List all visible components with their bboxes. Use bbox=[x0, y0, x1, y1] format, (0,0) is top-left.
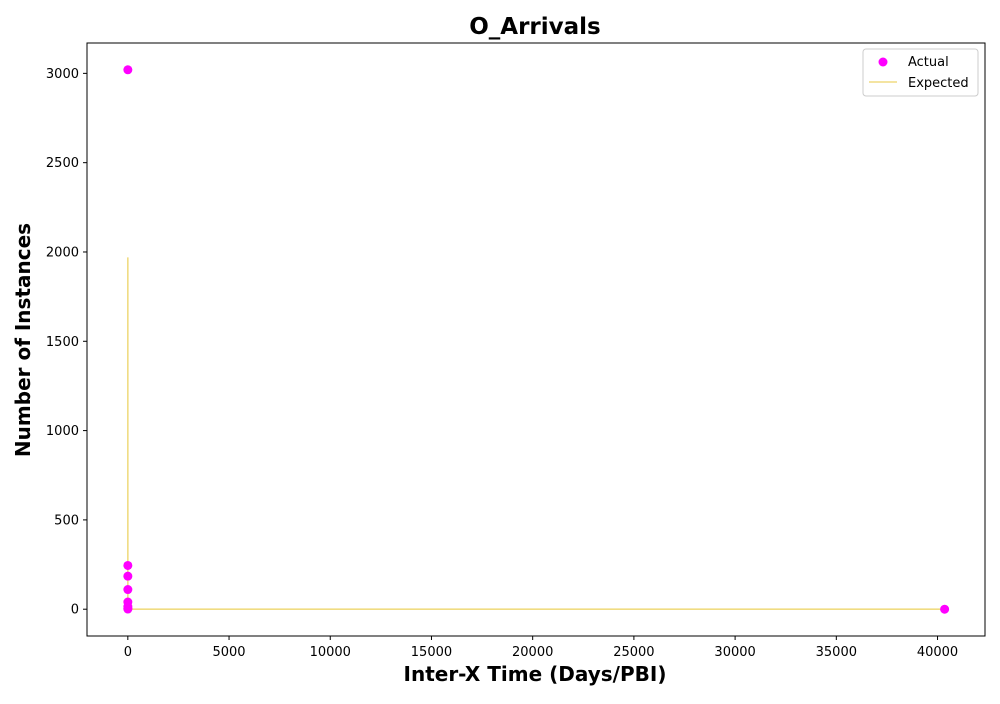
data-point-actual-8 bbox=[940, 604, 950, 614]
y-tick-label: 2500 bbox=[46, 156, 79, 171]
legend-label-expected: Expected bbox=[908, 76, 969, 91]
x-tick-label: 15000 bbox=[411, 645, 452, 660]
plot-content bbox=[123, 65, 950, 614]
x-axis-label: Inter-X Time (Days/PBI) bbox=[404, 662, 667, 686]
y-tick-label: 0 bbox=[71, 603, 79, 618]
y-axis-label: Number of Instances bbox=[11, 223, 35, 457]
data-point-actual-1 bbox=[123, 560, 133, 570]
x-tick-label: 10000 bbox=[310, 645, 351, 660]
y-tick-label: 1000 bbox=[46, 424, 79, 439]
legend-box bbox=[862, 48, 979, 97]
plot-frame bbox=[86, 42, 986, 637]
chart-title: O_Arrivals bbox=[469, 14, 601, 40]
x-tick-label: 20000 bbox=[512, 645, 553, 660]
y-tick-label: 3000 bbox=[46, 67, 79, 82]
x-tick-label: 35000 bbox=[816, 645, 857, 660]
y-tick-label: 2000 bbox=[46, 245, 79, 260]
y-tick-label: 500 bbox=[54, 513, 79, 528]
data-point-actual-2 bbox=[123, 571, 133, 581]
x-tick-label: 40000 bbox=[917, 645, 958, 660]
x-tick-label: 5000 bbox=[212, 645, 245, 660]
legend: Actual Expected bbox=[862, 48, 979, 97]
x-axis-ticks: 0 5000 10000 15000 20000 25000 30000 35000 40000 bbox=[124, 636, 958, 660]
plot-area bbox=[86, 42, 986, 637]
x-tick-label: 0 bbox=[124, 645, 132, 660]
data-point-actual-3 bbox=[123, 585, 133, 595]
y-tick-label: 1500 bbox=[46, 335, 79, 350]
series-line-expected bbox=[127, 257, 945, 611]
legend-label-actual: Actual bbox=[908, 55, 949, 70]
data-point-actual-0 bbox=[123, 65, 133, 75]
data-point-actual-7 bbox=[123, 604, 133, 614]
legend-marker-actual bbox=[878, 57, 888, 67]
y-axis-ticks: 0 500 1000 1500 2000 2500 3000 bbox=[46, 67, 87, 618]
x-tick-label: 25000 bbox=[613, 645, 654, 660]
x-tick-label: 30000 bbox=[714, 645, 755, 660]
